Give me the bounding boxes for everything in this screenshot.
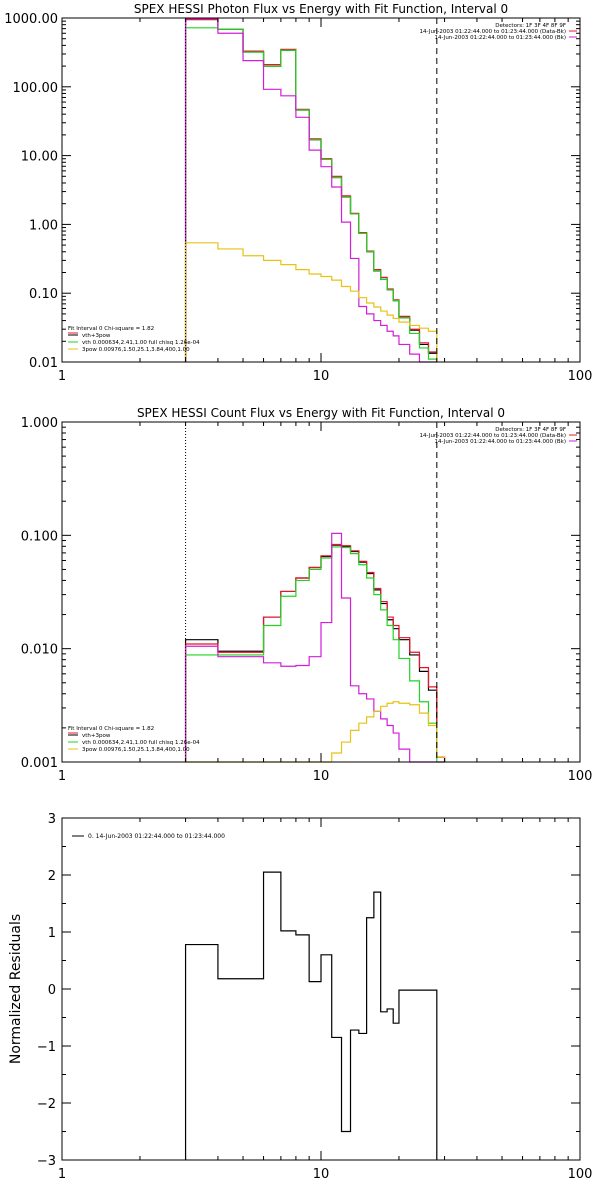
y-tick-label: −3 [37,1154,56,1169]
y-tick-label: 0 [48,983,56,998]
chart-title: SPEX HESSI Photon Flux vs Energy with Fi… [134,2,508,16]
legend-entry: 3pow 0.00976,1.50,25.1,3.84,400,1.00 [82,347,190,353]
info-line: 14-Jun-2003 01:22:44.000 to 01:23:44.000… [434,35,566,41]
chart-title: SPEX HESSI Count Flux vs Energy with Fit… [137,406,505,420]
series-black-line [184,871,438,1160]
y-axis-label: Normalized Residuals [8,914,24,1064]
y-tick-label: 1.000 [21,416,58,431]
series-red-line [184,543,446,762]
x-tick-label: 10 [313,1167,330,1182]
plot-frame [61,817,581,1161]
series-orange-line [184,242,438,362]
x-tick-label: 100 [568,769,593,784]
series-black-line [184,544,446,762]
chart-panel-2: 1 10 100 0.001 0.010 0.100 1.000 SPEX HESSI Cou… [21,406,593,784]
info-line: 14-Jun-2003 01:22:44.000 to 01:23:44.000… [420,29,566,35]
x-tick-label: 100 [568,1167,593,1182]
chart-panel-3: 1 10 100 −3 −2 −1 0 1 2 3 Normalized Residuals 0. 1… [8,812,592,1182]
x-tick-label: 10 [313,369,330,384]
series-magenta-line [184,18,437,363]
legend-entry: vth+3pow [82,333,111,339]
plot-frame [61,17,581,363]
y-tick-label: 0.01 [29,356,58,371]
legend-entry: vth 0.000634,2.41,1.00 full chisq 1.26e-… [82,740,200,746]
series-green-line [184,546,445,763]
info-line: Detectors: 1F 3F 4F 8F 9F [495,23,566,29]
info-line: 14-Jun-2003 01:22:44.000 to 01:23:44.000… [434,439,566,445]
y-tick-label: 0.001 [21,756,58,771]
series-orange-line [185,701,446,763]
y-tick-label: 100.00 [13,81,59,96]
legend-entry: vth+3pow [82,733,111,739]
series-red-line [184,18,438,362]
y-tick-label: 0.10 [29,287,58,302]
legend-entry: vth 0.000634,2.41,1.00 full chisq 1.26e-… [82,340,200,346]
y-tick-label: 0.100 [21,529,58,544]
y-tick-label: 1000.00 [4,12,58,27]
chart-panel-1: 1 10 100 0.01 0.10 1.00 10.00 100.00 1000.00 SPEX… [4,2,592,384]
legend-entry: Fit Interval 0 Chi-square = 1.82 [68,726,154,732]
y-tick-label: 1.00 [29,218,58,233]
legend-entry: 0. 14-Jun-2003 01:22:44.000 to 01:23:44.… [88,833,225,840]
y-tick-label: 10.00 [21,150,58,165]
info-line: 14-Jun-2003 01:22:44.000 to 01:23:44.000… [420,433,566,439]
legend-entry: 3pow 0.00976,1.50,25.1,3.84,400,1.00 [82,747,190,753]
plot-frame [61,421,581,763]
x-tick-label: 10 [313,769,330,784]
y-tick-label: 1 [48,926,56,941]
y-tick-label: 3 [48,812,56,827]
info-line: Detectors: 1F 3F 4F 8F 9F [495,427,566,433]
y-tick-label: −1 [37,1040,56,1055]
series-green-line [184,27,438,362]
series-magenta-line [184,532,445,763]
legend-entry: Fit Interval 0 Chi-square = 1.82 [68,326,154,332]
y-tick-label: 2 [48,869,56,884]
x-tick-label: 100 [568,369,593,384]
y-tick-label: −2 [37,1097,56,1112]
y-tick-label: 0.010 [21,643,58,658]
x-tick-label: 1 [58,769,66,784]
x-tick-label: 1 [58,369,66,384]
x-tick-label: 1 [58,1167,66,1182]
